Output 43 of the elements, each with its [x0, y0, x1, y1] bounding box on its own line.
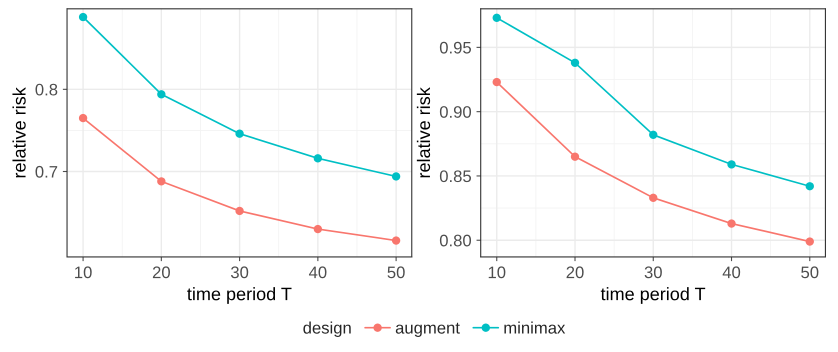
- x-tick-label: 40: [722, 266, 740, 278]
- y-axis-title: relative risk: [416, 87, 430, 178]
- point: [570, 152, 580, 161]
- x-tick-label: 40: [308, 266, 326, 278]
- x-axis-title: time period T: [187, 287, 292, 304]
- x-tick-label: 50: [388, 266, 405, 278]
- point: [727, 219, 736, 228]
- point: [492, 78, 501, 86]
- point: [806, 237, 814, 246]
- point: [649, 130, 658, 139]
- y-axis-title: relative risk: [12, 87, 26, 178]
- point: [806, 182, 814, 190]
- x-tick-label: 20: [566, 266, 584, 278]
- point: [392, 236, 400, 245]
- point: [492, 14, 501, 22]
- x-axis-title: time period T: [600, 287, 706, 304]
- point: [649, 194, 658, 202]
- y-tick-label: 0.8: [35, 84, 58, 96]
- point: [235, 130, 244, 138]
- x-tick-label: 50: [801, 266, 818, 278]
- x-tick-label: 30: [230, 266, 248, 278]
- point: [78, 114, 88, 122]
- x-tick-label: 20: [152, 266, 170, 278]
- point: [157, 90, 166, 98]
- legend-label: minimax: [504, 321, 566, 334]
- point: [727, 160, 736, 169]
- point: [78, 12, 88, 22]
- point: [157, 177, 166, 186]
- point: [235, 206, 244, 216]
- y-tick-label: 0.95: [440, 42, 471, 54]
- x-tick-label: 10: [488, 266, 506, 278]
- y-tick-label: 0.90: [440, 106, 472, 118]
- point: [570, 58, 580, 67]
- point: [392, 172, 400, 181]
- point: [314, 224, 322, 234]
- x-tick-label: 30: [644, 266, 662, 278]
- x-tick-label: 10: [75, 266, 92, 278]
- y-tick-label: 0.85: [440, 170, 471, 182]
- legend-label: augment: [396, 322, 460, 337]
- legend-title: design: [303, 321, 351, 337]
- y-tick-label: 0.7: [35, 166, 58, 178]
- point: [314, 154, 322, 163]
- y-tick-label: 0.80: [440, 234, 472, 246]
